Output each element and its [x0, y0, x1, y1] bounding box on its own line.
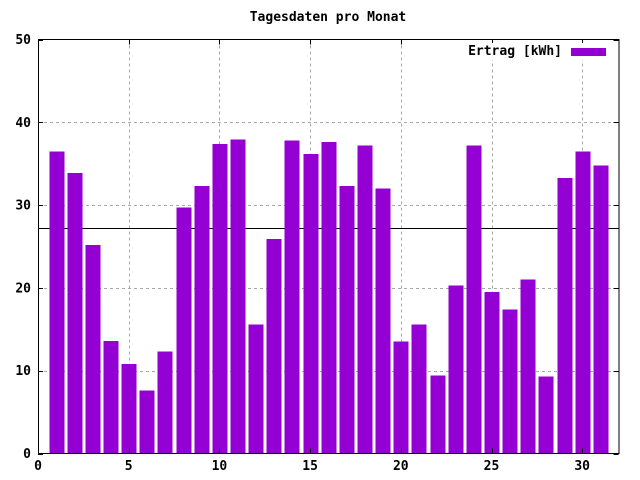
y-tick-label: 10 — [15, 364, 31, 379]
chart-title: Tagesdaten pro Monat — [249, 10, 407, 25]
bar-day-29 — [557, 177, 573, 454]
bar-day-14 — [284, 140, 300, 454]
y-tick-label: 20 — [15, 281, 31, 296]
x-tick-label: 10 — [212, 459, 228, 474]
bar-day-19 — [375, 188, 391, 454]
bar-day-31 — [593, 165, 609, 454]
y-tick-labels: 0 10 20 30 40 50 — [15, 33, 31, 462]
bar-day-9 — [194, 186, 210, 454]
x-tick-label: 15 — [302, 459, 318, 474]
bar-day-24 — [466, 145, 482, 454]
y-tick-label: 40 — [15, 116, 31, 131]
bar-day-6 — [139, 390, 155, 454]
y-tick-label: 30 — [15, 199, 31, 214]
bar-day-1 — [49, 151, 65, 454]
bars — [49, 139, 609, 454]
plot-border — [38, 39, 620, 454]
bar-day-20 — [393, 341, 409, 454]
x-tick-labels: 0 5 10 15 20 25 30 — [34, 459, 590, 474]
x-tick-label: 20 — [393, 459, 409, 474]
bar-day-23 — [448, 285, 464, 454]
bar-day-13 — [266, 239, 282, 454]
bar-day-15 — [303, 153, 319, 454]
y-tick-label: 50 — [15, 33, 31, 48]
bar-day-4 — [103, 340, 119, 454]
y-tick-label: 0 — [23, 447, 31, 462]
bar-day-17 — [339, 186, 355, 454]
bar-day-7 — [157, 351, 173, 454]
bar-day-11 — [230, 139, 246, 454]
bar-day-27 — [520, 279, 536, 454]
x-tick-label: 30 — [574, 459, 590, 474]
bar-day-18 — [357, 145, 373, 454]
bar-day-28 — [538, 376, 554, 454]
x-tick-label: 25 — [484, 459, 500, 474]
bar-day-25 — [484, 292, 500, 454]
bar-day-3 — [85, 244, 101, 454]
bar-day-30 — [575, 151, 591, 454]
bar-day-8 — [176, 207, 192, 454]
legend-label: Ertrag [kWh] — [468, 44, 562, 59]
bar-day-16 — [321, 142, 337, 454]
legend-swatch — [571, 47, 606, 56]
bar-day-22 — [430, 375, 446, 454]
bar-day-12 — [248, 324, 264, 454]
bar-day-26 — [502, 309, 518, 454]
x-tick-label: 0 — [34, 459, 42, 474]
bar-day-10 — [212, 143, 228, 454]
x-tick-label: 5 — [125, 459, 133, 474]
bar-day-21 — [411, 324, 427, 454]
bar-day-2 — [67, 172, 83, 454]
legend: Ertrag [kWh] — [467, 43, 607, 60]
bar-day-5 — [121, 364, 137, 454]
